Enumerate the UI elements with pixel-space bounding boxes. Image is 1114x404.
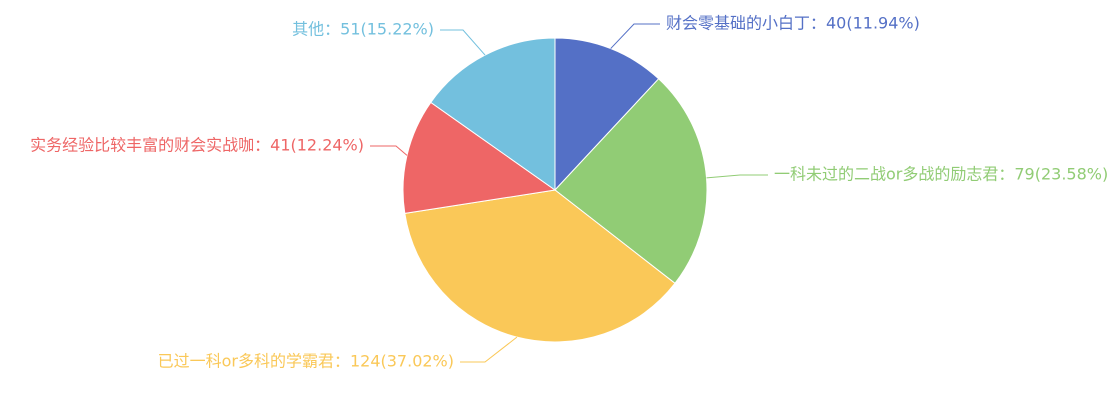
pie-slice[interactable] — [430, 37, 556, 191]
label-leader-line — [370, 145, 408, 156]
label-leader-line — [610, 23, 660, 49]
slice-label: 财会零基础的小白丁：40(11.94%) — [666, 14, 920, 33]
slice-label: 已过一科or多科的学霸君：124(37.02%) — [158, 352, 454, 371]
labels-layer: 财会零基础的小白丁：40(11.94%) 一科未过的二战or多战的励志君：79(2… — [30, 14, 1108, 371]
label-leader-line — [440, 29, 486, 56]
pie-slice[interactable] — [402, 101, 557, 215]
slices-layer — [402, 37, 708, 343]
slice-label: 其他：51(15.22%) — [292, 20, 434, 39]
label-leader-line — [706, 174, 768, 179]
pie-slice[interactable] — [554, 37, 660, 192]
pie-slice[interactable] — [404, 189, 676, 343]
slice-label: 一科未过的二战or多战的励志君：79(23.58%) — [774, 165, 1108, 184]
label-leader-line — [460, 336, 518, 363]
pie-slice[interactable] — [554, 78, 708, 285]
slice-label: 实务经验比较丰富的财会实战咖：41(12.24%) — [30, 136, 364, 155]
